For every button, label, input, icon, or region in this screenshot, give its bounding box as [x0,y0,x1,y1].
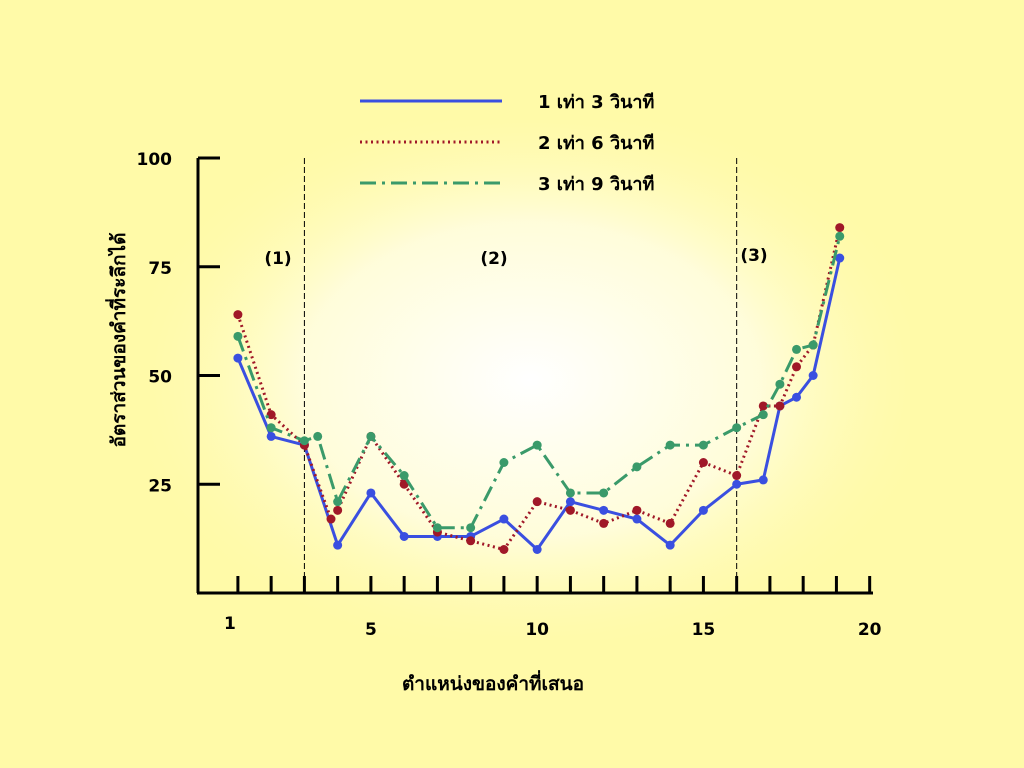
x-tick-label: 20 [858,620,882,640]
data-point [792,362,802,372]
data-point [399,479,409,489]
legend-label-3: 3 เท่า 9 วินาที [538,174,654,195]
data-point [835,223,845,233]
x-axis-title: ตำแหน่งของคำที่เสนอ [402,670,584,695]
data-point [499,514,509,524]
data-point [366,431,376,441]
data-point [266,423,276,433]
data-point [326,514,336,524]
data-point [698,458,708,467]
data-point [499,458,509,467]
data-point [313,431,323,441]
data-point [665,540,675,550]
series-2 [233,223,845,554]
data-point [632,462,642,472]
y-axis-title: อัตราส่วนของคำที่ระลึกได้ [105,233,130,448]
data-point [808,340,818,350]
data-point [532,440,542,450]
data-point [835,253,845,263]
data-point [808,371,818,380]
data-point [565,497,575,507]
data-point [499,545,509,554]
data-point [299,436,309,446]
data-point [466,523,476,533]
data-point [532,497,542,507]
data-point [432,523,442,533]
data-point [732,479,742,489]
data-point [399,531,409,541]
data-point [565,488,575,498]
data-point [835,231,845,241]
data-point [233,353,243,363]
x-tick-label: 5 [365,620,377,640]
data-point [758,410,768,420]
region-label-1: (1) [264,249,291,269]
data-point [532,545,542,554]
data-point [266,431,276,441]
data-point [333,540,343,550]
data-point [333,505,343,515]
y-tick-label: 25 [148,476,172,496]
data-point [599,505,609,515]
series-layer [233,223,845,554]
data-point [665,518,675,528]
x-tick-label: 15 [692,620,716,640]
data-point [565,505,575,515]
legend-label-2: 2 เท่า 6 วินาที [538,133,654,154]
data-point [758,475,768,485]
data-point [466,536,476,546]
x-tick-label: 1 [224,614,236,634]
data-point [632,514,642,524]
background-glow [150,120,910,640]
data-point [665,440,675,450]
data-point [399,471,409,481]
data-point [366,488,376,498]
legend: 1 เท่า 3 วินาที 2 เท่า 6 วินาที 3 เท่า 9 ว… [360,92,654,195]
data-point [599,518,609,528]
data-point [732,471,742,481]
data-point [698,505,708,515]
data-point [233,310,243,320]
y-tick-label: 100 [137,150,173,170]
data-point [333,497,343,507]
data-point [233,331,243,341]
series-3 [233,231,845,533]
data-point [792,344,802,354]
x-tick-label: 10 [525,620,549,640]
data-point [732,423,742,433]
data-point [266,410,276,420]
data-point [758,401,768,411]
data-point [632,505,642,515]
region-label-2: (2) [480,249,507,269]
data-point [792,392,802,402]
data-point [775,379,785,389]
region-label-3: (3) [740,246,767,266]
y-tick-label: 75 [148,259,172,279]
data-point [775,401,785,411]
data-point [698,440,708,450]
y-tick-label: 50 [148,368,172,388]
data-point [599,488,609,498]
legend-label-1: 1 เท่า 3 วินาที [538,92,654,113]
